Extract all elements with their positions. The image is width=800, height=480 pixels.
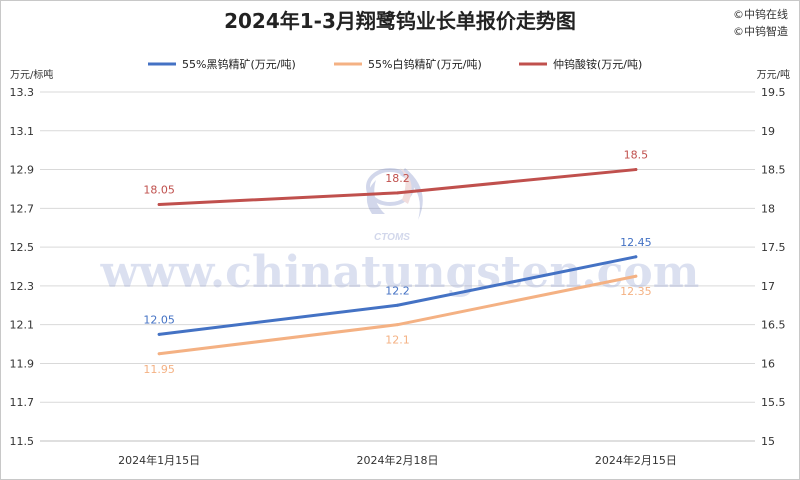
- chart-title: 2024年1-3月翔鹭钨业长单报价走势图: [224, 9, 576, 33]
- left-tick-label: 12.1: [10, 319, 35, 332]
- right-tick-label: 16: [761, 357, 775, 370]
- right-tick-label: 15: [761, 435, 775, 448]
- x-tick-label: 2024年1月15日: [118, 453, 200, 467]
- data-point: [634, 274, 638, 278]
- legend-label-black-tungsten: 55%黑钨精矿(万元/吨): [182, 58, 296, 71]
- data-label: 12.2: [385, 284, 410, 297]
- legend-label-apt: 仲钨酸铵(万元/吨): [553, 57, 642, 71]
- left-tick-label: 11.7: [10, 396, 35, 409]
- data-label: 18.05: [143, 183, 175, 196]
- left-tick-label: 12.5: [10, 241, 35, 254]
- gridlines: [40, 91, 755, 442]
- data-point: [157, 352, 161, 356]
- right-tick-label: 18.5: [761, 164, 786, 177]
- data-point: [396, 303, 399, 307]
- axis-labels-layer: 11.5 11.7 11.9 12.1 12.3 12.5 12.7 12.9 13.1 13.3…: [10, 86, 786, 467]
- data-point: [157, 202, 161, 206]
- right-tick-label: 18: [761, 202, 775, 215]
- ctoms-logo: CTOMS: [366, 168, 423, 243]
- legend-item-apt: 仲钨酸铵(万元/吨): [519, 57, 642, 71]
- right-tick-label: 19.5: [761, 86, 786, 99]
- data-label: 11.95: [143, 363, 175, 376]
- right-tick-label: 17: [761, 280, 775, 293]
- left-axis-unit: 万元/标吨: [10, 68, 53, 81]
- x-tick-label: 2024年2月18日: [357, 453, 439, 467]
- right-tick-label: 19: [761, 125, 775, 138]
- data-point: [157, 332, 161, 336]
- data-label: 12.1: [385, 334, 410, 347]
- right-axis-unit: 万元/吨: [757, 68, 790, 81]
- left-tick-label: 13.3: [10, 86, 35, 99]
- data-point: [396, 191, 399, 195]
- logo-text: CTOMS: [374, 232, 410, 243]
- left-tick-label: 12.9: [10, 164, 35, 177]
- legend: 55%黑钨精矿(万元/吨) 55%白钨精矿(万元/吨) 仲钨酸铵(万元/吨): [148, 57, 642, 71]
- legend-item-white-tungsten: 55%白钨精矿(万元/吨): [334, 57, 482, 71]
- copyright-line-1: ©中钨在线: [733, 7, 788, 21]
- copyright-line-2: ©中钨智造: [733, 24, 788, 38]
- x-tick-label: 2024年2月15日: [595, 453, 677, 467]
- right-tick-label: 16.5: [761, 319, 786, 332]
- data-point: [396, 323, 399, 327]
- data-point: [634, 168, 638, 172]
- data-label: 18.2: [385, 172, 410, 185]
- left-tick-label: 11.9: [10, 357, 35, 370]
- legend-item-black-tungsten: 55%黑钨精矿(万元/吨): [148, 58, 296, 71]
- series-layer: 12.05 12.2 12.45 11.95 12.1 12.35 18.05 18.2 18.…: [143, 149, 651, 376]
- data-label: 18.5: [624, 149, 649, 162]
- watermark-layer: CTOMS www.chinatungsten.com: [100, 168, 700, 298]
- left-tick-label: 12.3: [10, 280, 35, 293]
- data-point: [634, 255, 638, 259]
- data-label: 12.35: [620, 285, 652, 298]
- left-tick-label: 13.1: [10, 125, 35, 138]
- right-tick-label: 17.5: [761, 241, 786, 254]
- data-label: 12.05: [143, 313, 175, 326]
- left-tick-label: 11.5: [10, 435, 35, 448]
- legend-label-white-tungsten: 55%白钨精矿(万元/吨): [368, 57, 482, 71]
- data-label: 12.45: [620, 236, 652, 249]
- site-watermark: www.chinatungsten.com: [100, 247, 700, 298]
- right-tick-label: 15.5: [761, 396, 786, 409]
- left-tick-label: 12.7: [10, 202, 35, 215]
